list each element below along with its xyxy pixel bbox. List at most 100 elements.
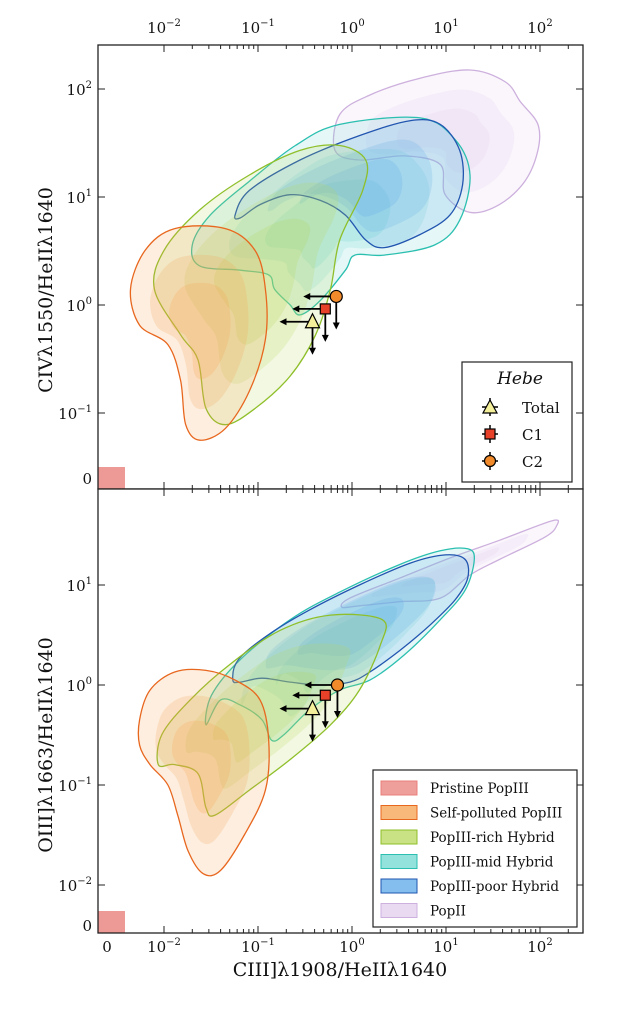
contour-level-fill xyxy=(365,89,515,193)
contour-self-polluted-popiii xyxy=(129,225,268,441)
contour-popiii-rich-hybrid xyxy=(153,144,369,426)
contour-outline xyxy=(332,69,541,214)
arrow-left-icon xyxy=(279,705,287,713)
legend-swatch xyxy=(380,878,418,894)
legend-entry-c2: C2 xyxy=(482,452,543,471)
triangle-marker xyxy=(304,699,321,716)
legend-swatch xyxy=(380,780,418,796)
contour-popiii-poor-hybrid xyxy=(232,554,470,686)
data-point-total xyxy=(279,312,321,355)
contour-level-fill xyxy=(396,108,490,173)
arrow-left-icon xyxy=(292,691,300,699)
arrow-down-icon xyxy=(321,721,329,729)
legend-entry-total: Total xyxy=(481,398,560,417)
x-tick-label: 102 xyxy=(527,18,552,37)
x-tick-label: 10−1 xyxy=(241,937,275,956)
square-marker xyxy=(319,689,331,701)
contour-popii xyxy=(332,69,541,214)
x-axis-label: CIII]λ1908/HeIIλ1640 xyxy=(233,959,447,981)
data-point-c2 xyxy=(303,289,343,330)
top-panel: 10−2 10−1 100 101 102 10−1 100 101 102 0 xyxy=(58,18,584,490)
y-tick-label: 10−2 xyxy=(58,876,92,895)
x-tick-label-zero: 0 xyxy=(102,938,112,956)
contour-outline xyxy=(232,554,470,686)
y-tick-label: 100 xyxy=(67,296,92,315)
y-tick-label: 10−1 xyxy=(58,404,92,423)
legend-swatch xyxy=(380,829,418,845)
contour-level-fill xyxy=(157,614,387,817)
contour-outline xyxy=(234,118,465,249)
contour-level-fill xyxy=(297,597,404,656)
legend-entry-popiii-rich-hybrid: PopIII-rich Hybrid xyxy=(380,829,555,846)
legend-label: PopII xyxy=(430,904,466,920)
contour-level-fill xyxy=(267,139,433,232)
contour-level-fill xyxy=(333,69,540,213)
x-tick-label: 10−2 xyxy=(147,18,181,37)
y-tick-label: 100 xyxy=(67,676,92,695)
legend-swatch xyxy=(380,805,418,820)
y-tick-label-zero: 0 xyxy=(82,917,92,935)
contour-level-fill xyxy=(276,605,398,693)
contour-level-fill xyxy=(229,148,430,292)
contour-level-fill xyxy=(232,554,469,685)
x-tick-label: 101 xyxy=(433,937,458,956)
circle-marker xyxy=(329,289,343,304)
legend-label: PopIII-mid Hybrid xyxy=(430,855,554,871)
contour-level-fill xyxy=(155,695,250,845)
contour-level-fill xyxy=(138,669,270,876)
contour-outline xyxy=(153,144,369,426)
legend-label-total: Total xyxy=(522,399,560,417)
triangle-marker-icon xyxy=(481,398,499,416)
contour-outline xyxy=(156,613,387,817)
contour-self-polluted-popiii xyxy=(137,668,270,877)
x-tick-label: 101 xyxy=(433,18,458,37)
x-tick-label: 102 xyxy=(527,937,552,956)
contour-level-fill xyxy=(234,119,464,248)
x-tick-label: 100 xyxy=(339,937,364,956)
contour-level-fill xyxy=(265,179,391,269)
contour-outline xyxy=(137,668,270,877)
contour-level-fill xyxy=(169,282,231,380)
top-y-axis-label: CIVλ1550/HeIIλ1640 xyxy=(35,187,57,393)
contour-popiii-poor-hybrid xyxy=(234,118,465,249)
data-point-c1 xyxy=(292,303,331,342)
pristine-popiii-region xyxy=(98,911,125,933)
legend-entry-popiii-mid-hybrid: PopIII-mid Hybrid xyxy=(380,854,554,871)
pristine-popiii-region xyxy=(98,467,125,489)
arrow-left-icon xyxy=(292,305,300,313)
legend-label: Self-polluted PopIII xyxy=(430,806,562,822)
population-legend: Pristine PopIII Self-polluted PopIII PopII… xyxy=(372,769,578,928)
legend-label: PopIII-poor Hybrid xyxy=(430,879,559,895)
x-tick-label: 100 xyxy=(339,18,364,37)
contour-level-fill xyxy=(265,576,436,671)
contour-level-fill xyxy=(184,182,339,384)
contour-level-fill xyxy=(212,671,316,763)
contour-level-fill xyxy=(150,254,249,410)
arrow-down-icon xyxy=(308,734,316,742)
contour-popiii-rich-hybrid xyxy=(156,613,387,817)
contour-level-fill xyxy=(299,158,403,217)
data-point-c2 xyxy=(304,678,345,718)
legend-entry-pristine-popiii: Pristine PopIII xyxy=(380,780,529,797)
x-tick-label: 10−2 xyxy=(147,937,181,956)
contour-level-fill xyxy=(341,520,559,608)
y-tick-label: 10−1 xyxy=(58,776,92,795)
arrow-down-icon xyxy=(333,711,341,718)
legend-entry-popii: PopII xyxy=(380,903,466,920)
arrow-left-icon xyxy=(279,318,287,326)
contour-outline xyxy=(204,547,476,742)
bottom-y-axis-label: OIII]λ1663/HeIIλ1640 xyxy=(35,637,57,853)
hebe-legend: Hebe Total C1 C2 xyxy=(461,361,573,483)
axes-frame xyxy=(97,488,584,934)
legend-label-c1: C1 xyxy=(522,426,543,444)
y-tick-label: 101 xyxy=(67,576,92,595)
arrow-left-icon xyxy=(304,681,312,689)
contour-level-fill xyxy=(171,720,231,814)
contour-level-fill xyxy=(213,218,311,345)
data-point-c1 xyxy=(292,689,331,729)
square-marker xyxy=(319,303,331,315)
contour-level-fill xyxy=(371,533,529,598)
y-tick-label: 102 xyxy=(67,80,92,99)
circle-marker-icon xyxy=(482,452,498,470)
